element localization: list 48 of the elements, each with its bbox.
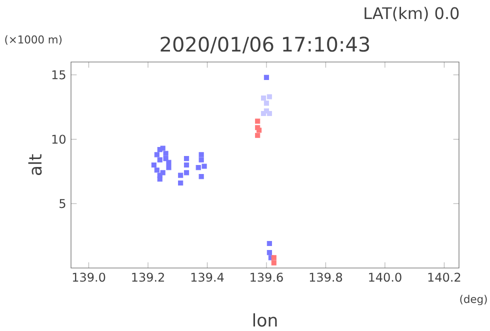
point xyxy=(178,172,184,178)
point xyxy=(264,100,270,106)
point xyxy=(256,128,262,133)
x-tick-label: 140.0 xyxy=(369,272,402,282)
point xyxy=(198,157,204,162)
point xyxy=(157,172,162,178)
point xyxy=(198,174,204,180)
x-tick-label: 139.4 xyxy=(191,272,224,282)
y-tick-label: 10 xyxy=(52,134,66,144)
point xyxy=(163,150,168,156)
point xyxy=(184,162,190,168)
chart-title: 2020/01/06 17:10:43 xyxy=(160,36,370,54)
point xyxy=(163,156,168,162)
text: (deg) xyxy=(460,294,487,306)
x-tick-label: 139.0 xyxy=(72,272,106,282)
point xyxy=(196,165,201,170)
point xyxy=(157,157,162,162)
point xyxy=(266,110,272,116)
y-axis-title: alt xyxy=(28,154,42,176)
point xyxy=(271,260,276,266)
point xyxy=(184,170,190,176)
y-tick-label: 15 xyxy=(52,70,66,80)
point xyxy=(184,156,190,162)
point xyxy=(266,250,272,256)
point xyxy=(166,160,172,165)
point xyxy=(154,152,160,158)
x-tick-label: 139.8 xyxy=(310,272,342,282)
text: (×1000 m) xyxy=(5,35,62,45)
x-tick-label: 139.6 xyxy=(250,272,283,282)
x-tick-label: 140.2 xyxy=(428,272,460,282)
chart-subtitle: LAT(km) 0.0 xyxy=(364,6,459,22)
point xyxy=(151,162,156,168)
y-tick-label: 5 xyxy=(60,199,66,208)
point xyxy=(255,118,260,124)
point xyxy=(271,255,276,260)
point xyxy=(266,240,272,246)
point xyxy=(198,152,204,158)
point xyxy=(255,132,260,138)
point xyxy=(160,146,166,151)
x-axis-title: lon xyxy=(253,313,277,327)
x-tick-label: 139.2 xyxy=(132,272,164,282)
point xyxy=(264,74,270,80)
point xyxy=(260,96,266,101)
point xyxy=(166,165,172,170)
point xyxy=(178,180,184,186)
point xyxy=(202,164,207,169)
point xyxy=(266,94,272,100)
point xyxy=(154,168,160,173)
